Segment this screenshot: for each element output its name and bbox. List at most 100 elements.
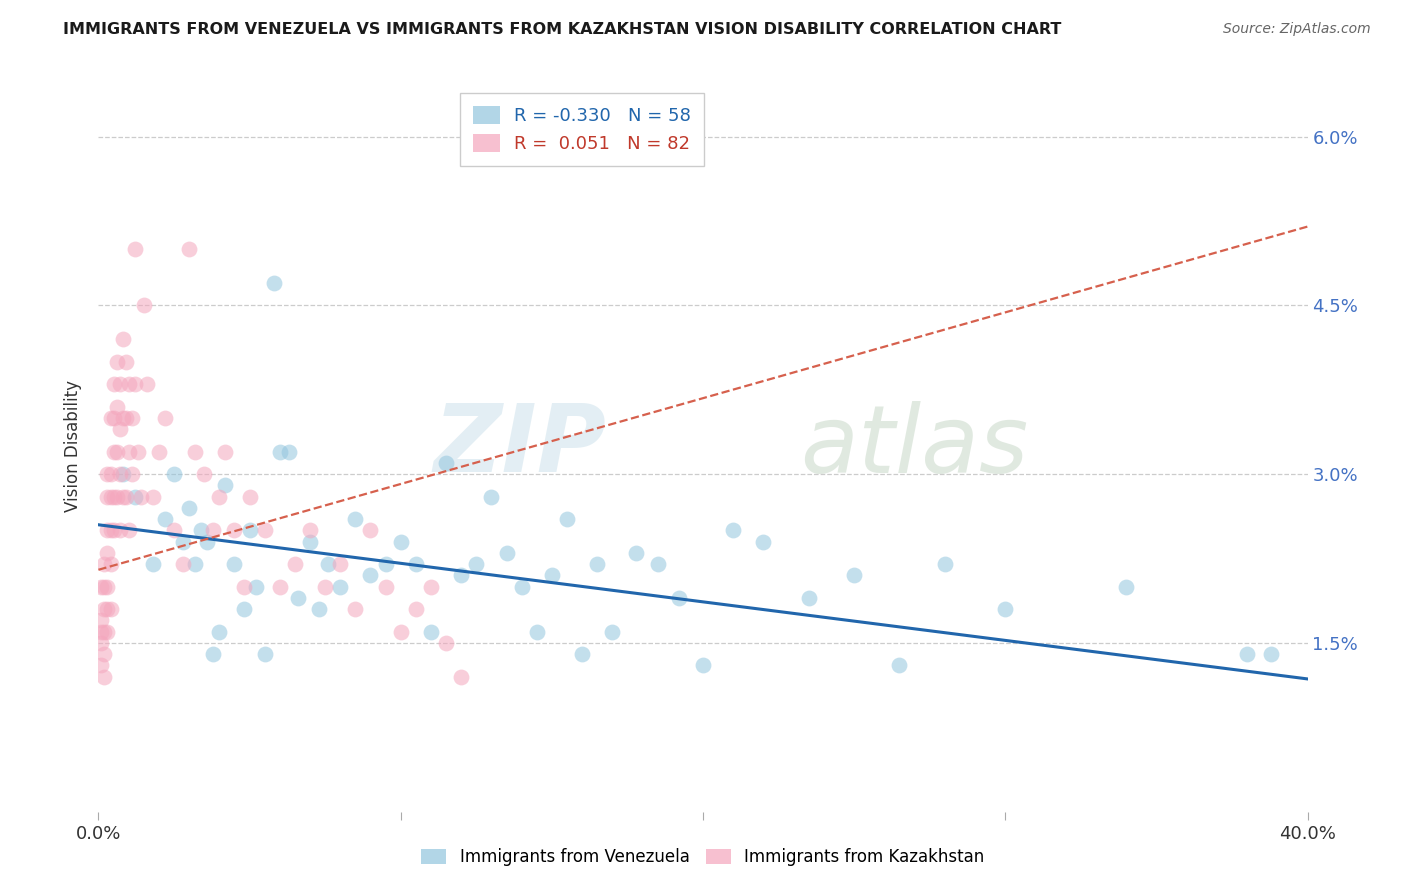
Point <box>121 410 143 425</box>
Point <box>253 647 276 661</box>
Point <box>1260 647 1282 661</box>
Point <box>214 444 236 458</box>
Point <box>889 658 911 673</box>
Point <box>100 490 122 504</box>
Point <box>405 557 427 571</box>
Point <box>103 377 125 392</box>
Point <box>100 524 122 538</box>
Point <box>239 490 262 504</box>
Point <box>108 467 131 482</box>
Point <box>389 534 412 549</box>
Point <box>287 591 309 605</box>
Point <box>389 624 412 639</box>
Point <box>184 557 207 571</box>
Point <box>124 377 146 392</box>
Point <box>135 377 157 392</box>
Point <box>100 410 122 425</box>
Point <box>844 568 866 582</box>
Point <box>239 524 262 538</box>
Text: Source: ZipAtlas.com: Source: ZipAtlas.com <box>1223 22 1371 37</box>
Point <box>420 580 443 594</box>
Point <box>586 557 609 571</box>
Point <box>100 467 122 482</box>
Point <box>190 524 212 538</box>
Point <box>232 602 254 616</box>
Point <box>374 580 396 594</box>
Point <box>193 467 215 482</box>
Point <box>114 410 136 425</box>
Point <box>374 557 396 571</box>
Point <box>571 647 593 661</box>
Point <box>495 546 517 560</box>
Point <box>555 512 578 526</box>
Point <box>602 624 624 639</box>
Point <box>184 444 207 458</box>
Point <box>163 467 186 482</box>
Text: IMMIGRANTS FROM VENEZUELA VS IMMIGRANTS FROM KAZAKHSTAN VISION DISABILITY CORREL: IMMIGRANTS FROM VENEZUELA VS IMMIGRANTS … <box>63 22 1062 37</box>
Point <box>111 490 134 504</box>
Point <box>108 422 131 436</box>
Point <box>277 444 299 458</box>
Point <box>111 467 134 482</box>
Point <box>90 624 112 639</box>
Point <box>108 524 131 538</box>
Text: ZIP: ZIP <box>433 400 606 492</box>
Point <box>142 490 165 504</box>
Point <box>481 490 503 504</box>
Point <box>450 670 472 684</box>
Point <box>100 557 122 571</box>
Point <box>111 332 134 346</box>
Point <box>172 534 194 549</box>
Point <box>124 490 146 504</box>
Point <box>111 410 134 425</box>
Point <box>263 276 285 290</box>
Point <box>118 377 141 392</box>
Point <box>214 478 236 492</box>
Point <box>360 568 382 582</box>
Point <box>344 602 367 616</box>
Point <box>153 512 176 526</box>
Point <box>994 602 1017 616</box>
Point <box>118 444 141 458</box>
Point <box>329 580 352 594</box>
Legend: Immigrants from Venezuela, Immigrants from Kazakhstan: Immigrants from Venezuela, Immigrants fr… <box>413 840 993 875</box>
Point <box>232 580 254 594</box>
Point <box>100 602 122 616</box>
Point <box>96 546 118 560</box>
Point <box>934 557 956 571</box>
Point <box>129 490 152 504</box>
Point <box>434 636 457 650</box>
Point <box>93 670 115 684</box>
Point <box>224 557 246 571</box>
Point <box>108 377 131 392</box>
Point <box>172 557 194 571</box>
Point <box>723 524 745 538</box>
Point <box>103 444 125 458</box>
Point <box>96 624 118 639</box>
Point <box>121 467 143 482</box>
Point <box>465 557 488 571</box>
Point <box>127 444 149 458</box>
Point <box>668 591 690 605</box>
Point <box>93 580 115 594</box>
Point <box>105 444 128 458</box>
Point <box>329 557 352 571</box>
Point <box>114 354 136 368</box>
Point <box>90 580 112 594</box>
Point <box>142 557 165 571</box>
Point <box>153 410 176 425</box>
Point <box>103 524 125 538</box>
Point <box>450 568 472 582</box>
Point <box>90 636 112 650</box>
Point <box>540 568 562 582</box>
Y-axis label: Vision Disability: Vision Disability <box>65 380 83 512</box>
Point <box>434 456 457 470</box>
Point <box>202 524 225 538</box>
Point <box>308 602 330 616</box>
Point <box>1115 580 1137 594</box>
Point <box>360 524 382 538</box>
Point <box>96 467 118 482</box>
Point <box>405 602 427 616</box>
Point <box>797 591 820 605</box>
Point <box>1236 647 1258 661</box>
